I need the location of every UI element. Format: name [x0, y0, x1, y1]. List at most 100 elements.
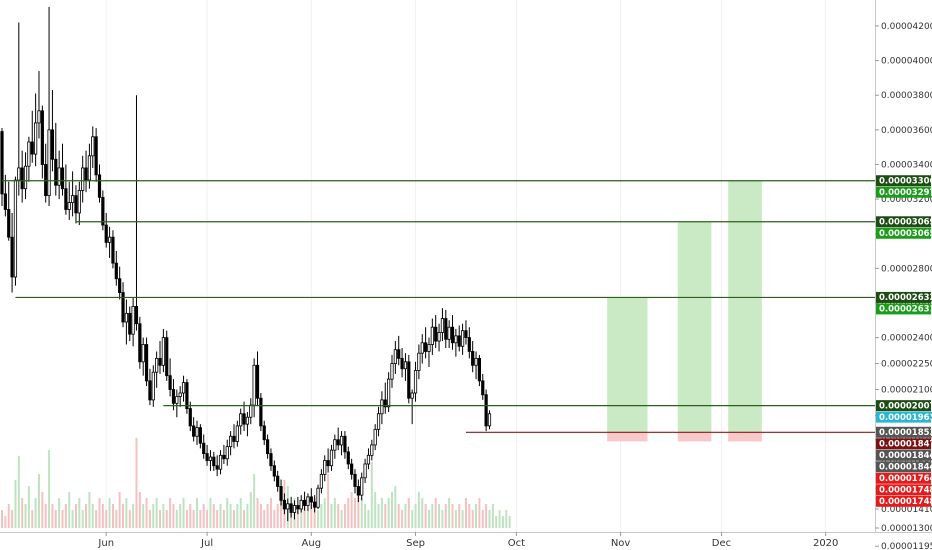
- candle-body: [138, 323, 142, 363]
- candle: [360, 472, 364, 501]
- volume-bar: [249, 492, 252, 528]
- candle: [400, 347, 404, 378]
- profit-zone: [728, 180, 762, 433]
- candle: [121, 282, 125, 328]
- volume-bar: [148, 510, 151, 528]
- volume-bar: [448, 498, 451, 528]
- candle-body: [64, 188, 68, 210]
- candle: [430, 318, 434, 355]
- volume-bar: [212, 504, 215, 528]
- candle-body: [339, 435, 344, 446]
- candle: [292, 500, 297, 520]
- volume-bar: [111, 504, 114, 528]
- volume-bar: [354, 498, 357, 528]
- volume-bar: [256, 498, 259, 528]
- candle-body: [30, 141, 34, 155]
- candle-body: [235, 425, 239, 442]
- volume-bar: [37, 474, 40, 528]
- candle-body: [370, 444, 374, 456]
- volume-bar: [195, 498, 198, 528]
- volume-bar: [401, 510, 404, 528]
- candle: [467, 327, 471, 359]
- candle-body: [471, 351, 475, 366]
- volume-bar: [464, 498, 467, 528]
- candle-body: [296, 505, 300, 510]
- candle-body: [289, 503, 293, 513]
- volume-bar: [461, 510, 464, 528]
- candle: [94, 128, 98, 182]
- candle: [30, 110, 34, 163]
- candle-body: [215, 465, 219, 470]
- volume-bar: [491, 504, 494, 528]
- candle-body: [302, 499, 307, 506]
- horizontal-levels[interactable]: [2, 180, 875, 433]
- candle: [390, 354, 394, 388]
- candle-body: [54, 158, 58, 186]
- volume-bar: [41, 492, 44, 528]
- volume-bar: [64, 504, 67, 528]
- stop-zone: [728, 432, 762, 442]
- volume-bar: [27, 486, 30, 528]
- candle-body: [309, 496, 313, 503]
- candle-body: [144, 344, 149, 382]
- volume-bar: [44, 504, 47, 528]
- candle: [262, 420, 266, 445]
- candle-body: [245, 416, 250, 425]
- candle: [286, 498, 290, 522]
- volume-bar: [364, 504, 367, 528]
- candle-body: [279, 486, 283, 501]
- candle: [413, 361, 418, 402]
- candle-body: [282, 499, 287, 510]
- candle: [346, 446, 350, 470]
- candle: [326, 448, 330, 473]
- candle-body: [363, 463, 367, 479]
- candle-body: [178, 392, 182, 397]
- price-badge: [876, 495, 931, 507]
- volume-bar: [444, 504, 447, 528]
- volume-bar: [306, 510, 309, 528]
- volume-bar: [280, 492, 283, 528]
- volume-bar: [488, 510, 491, 528]
- candle-body: [239, 413, 243, 427]
- price-badge: [876, 175, 931, 187]
- candle-body: [242, 413, 246, 425]
- volume-bar: [330, 504, 333, 528]
- candle-body: [437, 331, 441, 342]
- candle-body: [87, 155, 92, 181]
- candle: [57, 150, 61, 200]
- volume-bar: [243, 510, 246, 528]
- candle: [407, 354, 411, 404]
- candle-body: [272, 465, 276, 477]
- candle-body: [0, 131, 4, 195]
- volume-bar: [24, 504, 27, 528]
- x-tick-label: Aug: [302, 538, 322, 549]
- price-badge-label: 0.00001748: [879, 485, 932, 495]
- price-badge: [876, 472, 931, 484]
- candle-body: [161, 337, 165, 366]
- candle: [309, 488, 313, 509]
- candle-body: [208, 456, 213, 461]
- candle-body: [188, 408, 192, 427]
- candle-body: [292, 505, 297, 513]
- candle-body: [71, 195, 75, 203]
- candle-body: [477, 357, 482, 382]
- volume-bar: [327, 474, 330, 528]
- volume-bar: [105, 510, 108, 528]
- candle: [255, 351, 260, 406]
- y-tick-label: 0.00002400: [881, 334, 932, 344]
- price-badge-label: 0.00003297: [879, 188, 932, 198]
- candle-body: [107, 236, 112, 243]
- candle: [424, 327, 428, 359]
- candle: [81, 155, 85, 203]
- volume-bar: [259, 504, 262, 528]
- volume-bar: [31, 510, 34, 528]
- candle-body: [464, 330, 468, 338]
- candle: [282, 493, 287, 515]
- time-axis[interactable]: Jun Jul Aug Sep Oct Nov Dec 2020: [97, 532, 838, 549]
- candle: [54, 122, 58, 196]
- candle-body: [397, 349, 401, 359]
- candle-body: [400, 357, 404, 370]
- candle: [259, 392, 263, 432]
- volume-bar: [74, 504, 77, 528]
